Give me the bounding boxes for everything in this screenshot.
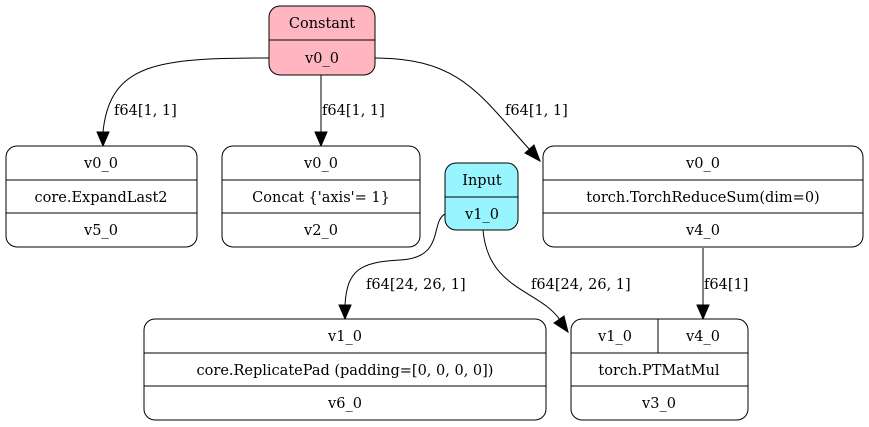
reduce-sum-node[interactable]: v0_0 torch.TorchReduceSum(dim=0) v4_0 bbox=[542, 145, 864, 248]
replicate-pad-op: core.ReplicatePad (padding=[0, 0, 0, 0]) bbox=[197, 363, 494, 379]
expand-last-input: v0_0 bbox=[83, 156, 118, 172]
constant-node-title: Constant bbox=[289, 16, 355, 32]
constant-node[interactable]: Constant v0_0 bbox=[268, 5, 376, 76]
concat-node[interactable]: v0_0 Concat {'axis'= 1} v2_0 bbox=[221, 145, 421, 248]
edge-reduce-to-matmul bbox=[696, 248, 710, 321]
edge-input-to-matmul bbox=[482, 229, 569, 334]
edge-label-input-pad: f64[24, 26, 1] bbox=[366, 277, 466, 293]
input-node-output: v1_0 bbox=[464, 207, 499, 223]
edge-label-input-matmul: f64[24, 26, 1] bbox=[531, 277, 631, 293]
matmul-input-a: v1_0 bbox=[597, 329, 632, 345]
edge-label-reduce-matmul: f64[1] bbox=[704, 277, 748, 293]
matmul-input-b: v4_0 bbox=[685, 329, 720, 345]
edge-label-const-concat: f64[1, 1] bbox=[322, 103, 385, 119]
expand-last-output: v5_0 bbox=[83, 223, 118, 239]
edge-label-const-reduce: f64[1, 1] bbox=[505, 103, 568, 119]
edge-input-to-pad bbox=[338, 213, 446, 321]
constant-node-output: v0_0 bbox=[304, 51, 339, 67]
input-node-title: Input bbox=[462, 173, 502, 189]
concat-op: Concat {'axis'= 1} bbox=[252, 190, 390, 206]
concat-input: v0_0 bbox=[303, 156, 338, 172]
reduce-sum-output: v4_0 bbox=[685, 223, 720, 239]
replicate-pad-input: v1_0 bbox=[327, 329, 362, 345]
matmul-op: torch.PTMatMul bbox=[598, 363, 719, 379]
edge-constant-to-reduce bbox=[374, 57, 541, 163]
edge-constant-to-expand bbox=[96, 57, 270, 148]
concat-output: v2_0 bbox=[303, 223, 338, 239]
expand-last-op: core.ExpandLast2 bbox=[34, 190, 167, 206]
reduce-sum-op: torch.TorchReduceSum(dim=0) bbox=[586, 190, 819, 206]
edge-label-const-expand: f64[1, 1] bbox=[114, 103, 177, 119]
input-node[interactable]: Input v1_0 bbox=[444, 162, 519, 231]
reduce-sum-input: v0_0 bbox=[685, 156, 720, 172]
matmul-output: v3_0 bbox=[641, 396, 676, 412]
matmul-node[interactable]: v1_0 v4_0 torch.PTMatMul v3_0 bbox=[570, 318, 749, 421]
edge-constant-to-concat bbox=[314, 75, 328, 148]
replicate-pad-node[interactable]: v1_0 core.ReplicatePad (padding=[0, 0, 0… bbox=[143, 318, 547, 421]
replicate-pad-output: v6_0 bbox=[327, 396, 362, 412]
expand-last-node[interactable]: v0_0 core.ExpandLast2 v5_0 bbox=[5, 145, 198, 248]
